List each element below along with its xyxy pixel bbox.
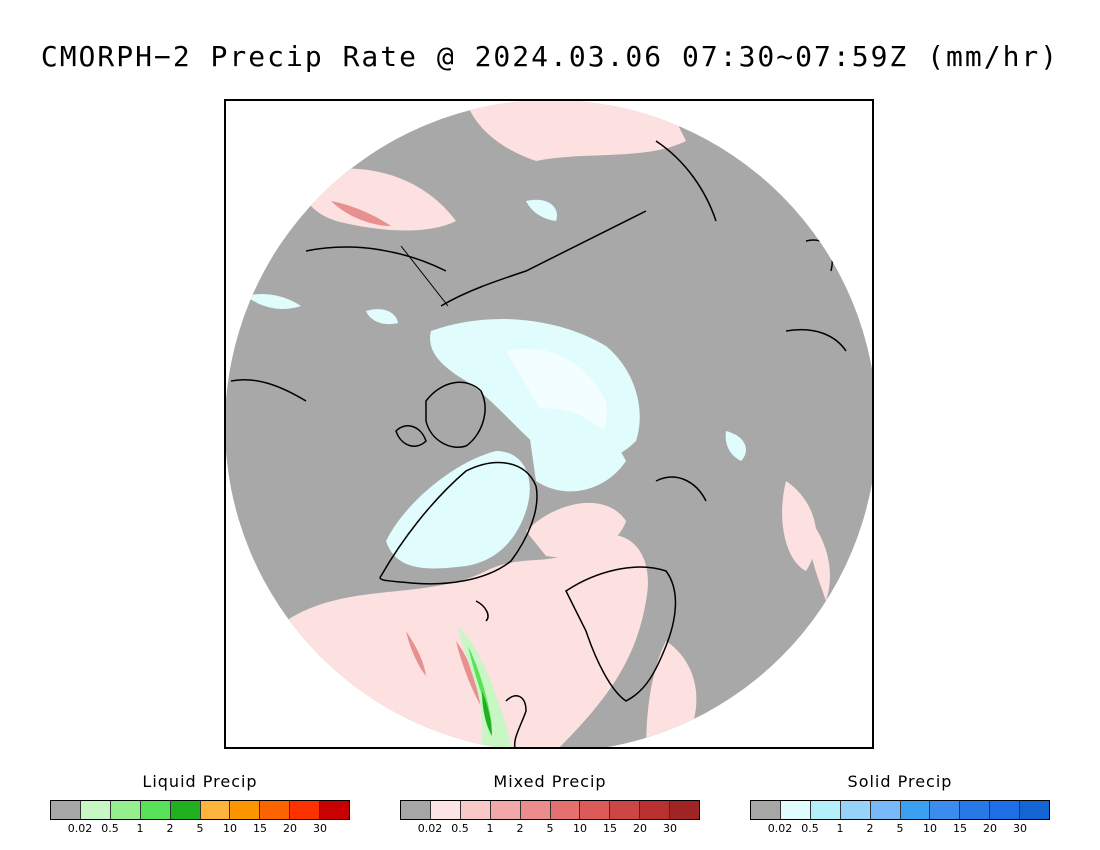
legend-swatch [670,801,700,819]
legend-title: Solid Precip [847,772,953,791]
legend-swatch [460,801,491,819]
legend-tick-label: 0.02 [67,822,93,835]
legend-tick-label: 15 [603,822,617,835]
legend-tick-label: 0.5 [101,822,119,835]
legend-ticks: 0.02 0.5 1 2 5 10 15 20 30 [50,822,350,836]
legend-tick-label: 15 [253,822,267,835]
legend-swatch [640,801,671,819]
legend-tick-label: 0.5 [451,822,469,835]
legend-tick-label: 10 [223,822,237,835]
legend-swatch [930,801,961,819]
legend-tick-label: 0.02 [417,822,443,835]
legend-ticks: 0.02 0.5 1 2 5 10 15 20 30 [750,822,1050,836]
legend-swatch [430,801,461,819]
legend-swatch [110,801,141,819]
legend-swatch [751,801,781,819]
legend-tick-label: 20 [283,822,297,835]
legend-tick-label: 2 [866,822,874,835]
legend-swatch [840,801,871,819]
legend-tick-label: 5 [546,822,554,835]
legend-tick-label: 30 [663,822,677,835]
liquid-precip-streak [458,626,512,747]
legend-color-bar [750,800,1050,820]
legend-swatch [580,801,611,819]
legend-swatch [900,801,931,819]
legend-swatch [1020,801,1050,819]
border-line [400,245,449,307]
legend-tick-label: 0.02 [767,822,793,835]
legend-swatch [51,801,81,819]
legend-liquid: Liquid Precip 0.02 0.5 1 2 5 10 15 20 30 [50,772,350,836]
polar-precip-map [224,99,874,749]
legend-title: Liquid Precip [142,772,258,791]
legend-color-bar [400,800,700,820]
legend-swatch [960,801,991,819]
legend-swatch [490,801,521,819]
legend-swatch [810,801,841,819]
legend-tick-label: 2 [516,822,524,835]
legend-tick-label: 0.5 [801,822,819,835]
legend-solid: Solid Precip 0.02 0.5 1 2 5 10 15 20 30 [750,772,1050,836]
legend-tick-label: 1 [836,822,844,835]
map-title: CMORPH−2 Precip Rate @ 2024.03.06 07:30~… [40,40,1060,73]
legend-swatch [990,801,1021,819]
legend-tick-label: 30 [1013,822,1027,835]
legend-swatch [80,801,111,819]
legend-swatch [140,801,171,819]
legend-swatch [550,801,581,819]
legend-swatch [870,801,901,819]
legend-swatch [320,801,350,819]
legend-swatch [260,801,291,819]
legend-title: Mixed Precip [493,772,607,791]
mixed-precip-streaks [331,201,484,711]
legend-ticks: 0.02 0.5 1 2 5 10 15 20 30 [400,822,700,836]
legend-color-bar [50,800,350,820]
legend-tick-label: 10 [923,822,937,835]
legend-tick-label: 5 [896,822,904,835]
legend-tick-label: 30 [313,822,327,835]
legend-swatch [520,801,551,819]
legend-tick-label: 1 [136,822,144,835]
legend-swatch [610,801,641,819]
legend-swatch [200,801,231,819]
solid-precip-areas [246,199,746,569]
legend-mixed: Mixed Precip 0.02 0.5 1 2 5 10 15 20 30 [400,772,700,836]
legend-swatch [170,801,201,819]
legend-tick-label: 20 [983,822,997,835]
legend-tick-label: 20 [633,822,647,835]
map-canvas [226,101,872,747]
legend-tick-label: 2 [166,822,174,835]
legend-tick-label: 10 [573,822,587,835]
legend-swatch [290,801,321,819]
legend-tick-label: 1 [486,822,494,835]
legend-tick-label: 5 [196,822,204,835]
legend-swatch [401,801,431,819]
legend-swatch [230,801,261,819]
coastlines [230,140,847,747]
legend-tick-label: 15 [953,822,967,835]
legend-swatch [780,801,811,819]
